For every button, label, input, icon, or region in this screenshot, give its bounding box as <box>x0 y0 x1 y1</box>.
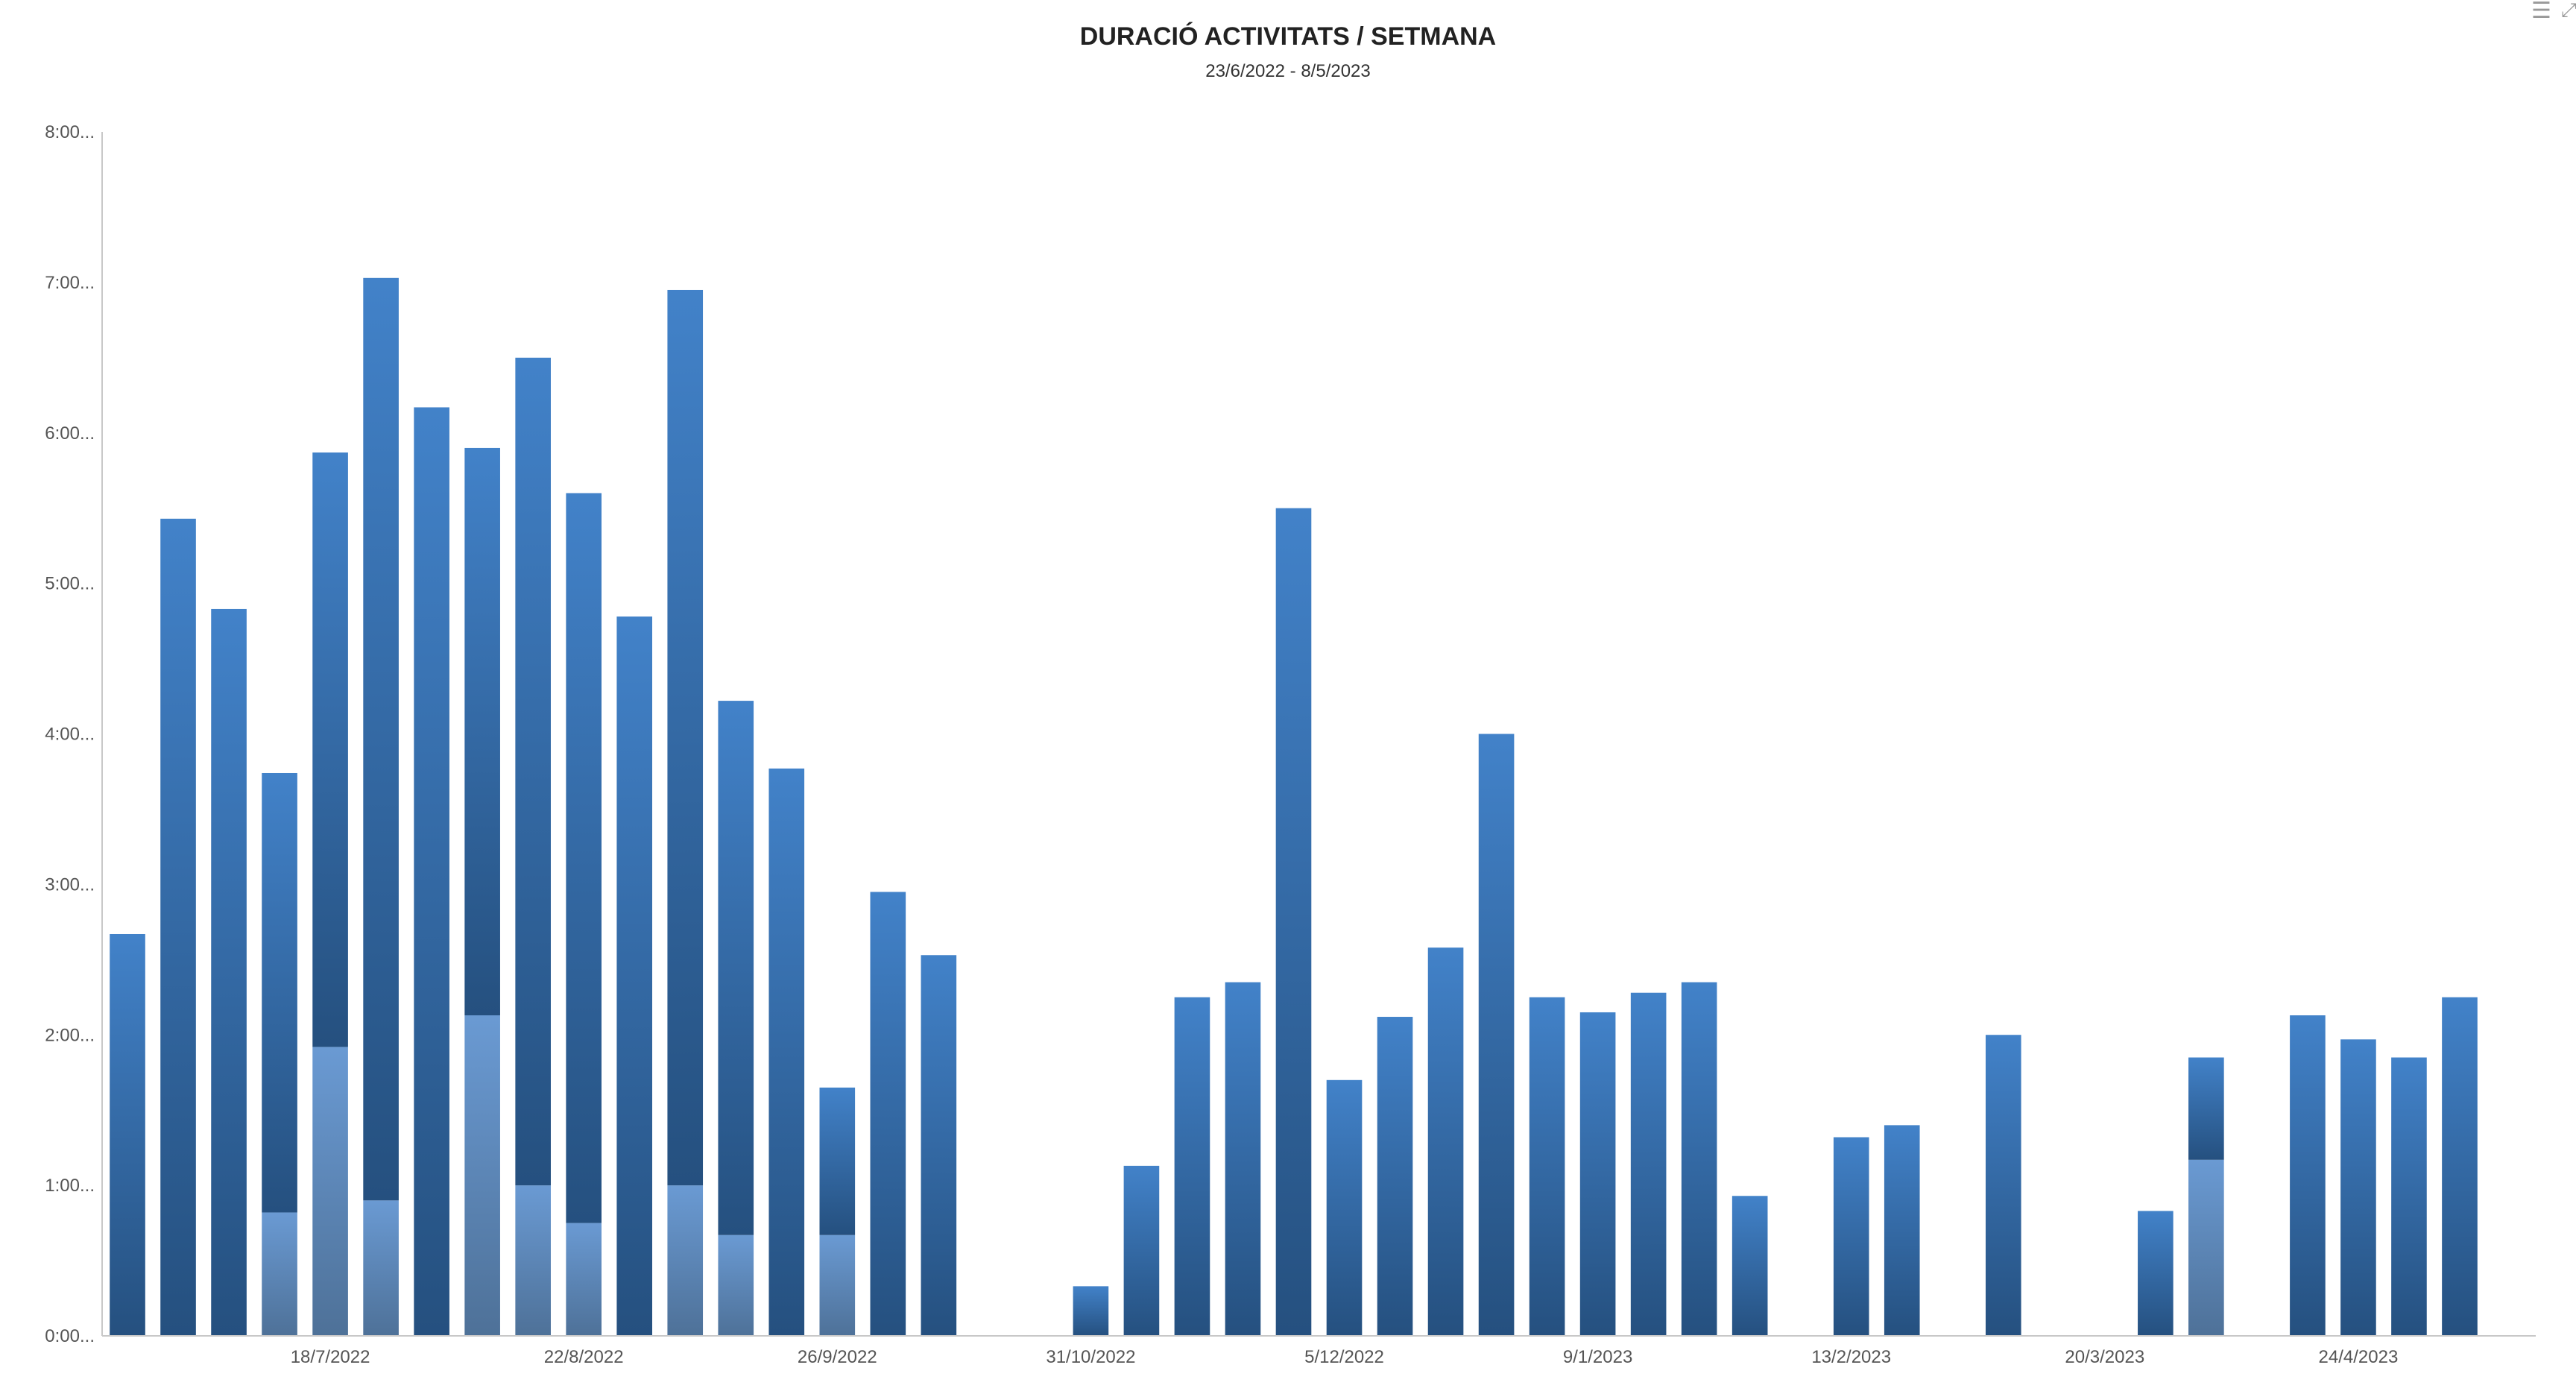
bar-segment[interactable] <box>312 452 348 1047</box>
bar-segment[interactable] <box>2138 1211 2174 1336</box>
bar-segment[interactable] <box>110 933 145 1336</box>
y-tick-label: 1:00... <box>45 1176 95 1196</box>
bar-segment[interactable] <box>616 616 653 1336</box>
bar-segment[interactable] <box>667 289 704 1186</box>
bar-segment[interactable] <box>2188 1057 2224 1160</box>
chart-title: DURACIÓ ACTIVITATS / SETMANA <box>1079 22 1497 51</box>
bar-segment[interactable] <box>464 1015 500 1336</box>
y-tick-label: 4:00... <box>45 725 95 745</box>
bar-segment[interactable] <box>768 768 805 1336</box>
bar-segment[interactable] <box>1377 1017 1413 1336</box>
bar-segment[interactable] <box>566 1223 602 1336</box>
x-tick-label: 18/7/2022 <box>291 1347 370 1367</box>
bar-segment[interactable] <box>160 518 196 1336</box>
bar-segment[interactable] <box>2442 997 2478 1336</box>
y-tick-label: 2:00... <box>45 1025 95 1045</box>
bar-segment[interactable] <box>414 407 449 1336</box>
x-tick-label: 31/10/2022 <box>1046 1347 1135 1367</box>
y-tick-label: 0:00... <box>45 1326 95 1346</box>
bar-segment[interactable] <box>1326 1079 1363 1336</box>
bar-segment[interactable] <box>2340 1039 2376 1336</box>
bar-segment[interactable] <box>819 1087 856 1235</box>
bar-segment[interactable] <box>1225 982 1261 1336</box>
bar-segment[interactable] <box>1884 1125 1920 1336</box>
bar-segment[interactable] <box>1427 947 1464 1336</box>
bar-segment[interactable] <box>1985 1035 2021 1336</box>
bar-segment[interactable] <box>262 1212 297 1336</box>
bar-segment[interactable] <box>1275 508 1312 1336</box>
bar-segment[interactable] <box>515 1185 551 1336</box>
x-tick-label: 26/9/2022 <box>798 1347 877 1367</box>
menu-icon[interactable]: ☰ <box>2531 0 2551 23</box>
x-tick-label: 24/4/2023 <box>2319 1347 2399 1367</box>
bar-segment[interactable] <box>2188 1159 2224 1336</box>
bar-segment[interactable] <box>1630 992 1667 1336</box>
x-tick-label: 20/3/2023 <box>2065 1347 2144 1367</box>
bars <box>110 277 2478 1337</box>
bar-segment[interactable] <box>1579 1012 1616 1336</box>
x-axis-labels: 18/7/2022 22/8/2022 26/9/2022 31/10/2022 5/1… <box>291 1347 2399 1367</box>
bar-segment[interactable] <box>262 772 297 1213</box>
bar-segment[interactable] <box>464 447 500 1016</box>
x-tick-label: 9/1/2023 <box>1563 1347 1632 1367</box>
bar-segment[interactable] <box>1529 997 1565 1336</box>
y-tick-label: 7:00... <box>45 273 95 293</box>
bar-segment[interactable] <box>921 955 957 1336</box>
x-tick-label: 5/12/2022 <box>1304 1347 1384 1367</box>
bar-segment[interactable] <box>1174 997 1210 1336</box>
y-tick-label: 3:00... <box>45 874 95 895</box>
bar-segment[interactable] <box>363 1200 399 1336</box>
bar-segment[interactable] <box>515 357 551 1186</box>
bar-segment[interactable] <box>363 277 399 1201</box>
bar-segment[interactable] <box>2290 1015 2326 1336</box>
bar-segment[interactable] <box>718 701 754 1235</box>
bar-segment[interactable] <box>1073 1286 1109 1336</box>
bar-segment[interactable] <box>667 1185 704 1336</box>
x-tick-label: 13/2/2023 <box>1811 1347 1891 1367</box>
bar-segment[interactable] <box>2391 1057 2427 1336</box>
y-tick-label: 6:00... <box>45 423 95 444</box>
bar-segment[interactable] <box>211 608 247 1336</box>
bar-segment[interactable] <box>1478 734 1515 1337</box>
bar-segment[interactable] <box>1731 1196 1768 1336</box>
expand-icon[interactable]: ⤢ <box>2561 0 2576 21</box>
x-tick-label: 22/8/2022 <box>544 1347 624 1367</box>
bar-segment[interactable] <box>819 1234 856 1336</box>
bar-segment[interactable] <box>1123 1165 1160 1336</box>
y-axis-labels: 0:00... 1:00... 2:00... 3:00... 4:00... 5:00.… <box>45 122 95 1346</box>
bar-segment[interactable] <box>1681 982 1717 1336</box>
bar-segment[interactable] <box>312 1047 348 1336</box>
bar-segment[interactable] <box>566 493 602 1223</box>
y-tick-label: 8:00... <box>45 122 95 142</box>
y-tick-label: 5:00... <box>45 574 95 594</box>
bar-segment[interactable] <box>870 892 906 1336</box>
bar-segment[interactable] <box>1833 1137 1869 1336</box>
chart-subtitle: 23/6/2022 - 8/5/2023 <box>1205 61 1371 81</box>
bar-segment[interactable] <box>718 1234 754 1336</box>
